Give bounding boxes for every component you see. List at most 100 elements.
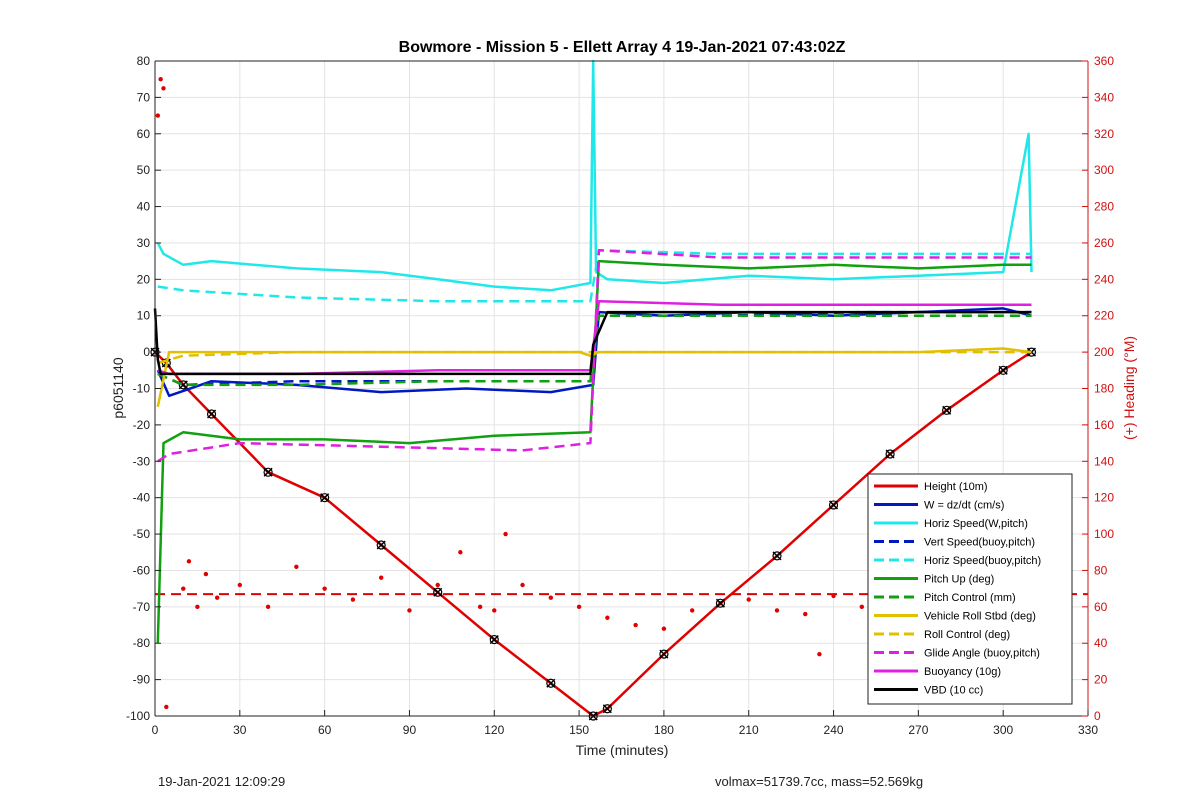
- heading-point: [774, 608, 780, 613]
- x-tick-label: 30: [233, 723, 247, 737]
- y-tick-label: -70: [133, 600, 151, 614]
- y-right-tick-label: 140: [1094, 454, 1114, 468]
- y-tick-label: -20: [133, 418, 151, 432]
- y-tick-label: -40: [133, 491, 151, 505]
- legend-entry: Height (10m): [924, 481, 988, 493]
- series-line-0: [154, 351, 1033, 718]
- y-tick-label: -50: [133, 527, 151, 541]
- series-line-2: [156, 59, 1033, 292]
- y-right-tick-label: 360: [1094, 54, 1114, 68]
- y-tick-label: 40: [137, 200, 151, 214]
- y-right-tick-label: 280: [1094, 200, 1114, 214]
- height-marker-ring: [178, 380, 188, 390]
- height-marker-ring: [942, 405, 952, 415]
- heading-point: [831, 593, 836, 599]
- x-tick-label: 270: [908, 723, 928, 737]
- series-line-8: [157, 350, 1032, 365]
- y-right-tick-label: 160: [1094, 418, 1114, 432]
- heading-point: [158, 76, 163, 82]
- height-marker-ring: [659, 649, 669, 659]
- legend-entry: W = dz/dt (cm/s): [924, 500, 1004, 512]
- y-right-tick-label: 20: [1094, 673, 1108, 687]
- heading-point: [186, 559, 192, 564]
- heading-point: [237, 582, 243, 588]
- y-right-tick-label: 120: [1094, 491, 1114, 505]
- y-right-tick-label: 340: [1094, 90, 1114, 104]
- x-tick-label: 330: [1078, 723, 1098, 737]
- y-tick-label: 70: [137, 90, 151, 104]
- y-axis-right-label: (+) Heading (°M): [1121, 336, 1137, 440]
- height-marker-ring: [433, 587, 443, 597]
- x-tick-label: 240: [824, 723, 844, 737]
- series-line-4: [157, 248, 1032, 303]
- x-tick-label: 180: [654, 723, 674, 737]
- heading-point: [322, 586, 327, 591]
- heading-point: [378, 575, 384, 580]
- y-tick-label: 0: [143, 345, 150, 359]
- heading-point: [503, 531, 508, 537]
- legend-entry: Roll Control (deg): [924, 629, 1010, 641]
- x-tick-label: 120: [484, 723, 504, 737]
- x-tick-label: 60: [318, 723, 332, 737]
- plot-area: 0 30 60 90 120 150 180 210 240 270 300 330807060504…: [126, 54, 1114, 737]
- heading-point: [633, 622, 638, 628]
- legend-box: [867, 473, 1073, 705]
- heading-point: [520, 582, 525, 588]
- y-tick-label: 20: [137, 272, 151, 286]
- footer-timestamp: 19-Jan-2021 12:09:29: [158, 774, 286, 789]
- footer-stats: volmax=51739.7cc, mass=52.569kg: [715, 774, 924, 789]
- x-axis-label: Time (minutes): [576, 742, 669, 758]
- y-right-tick-label: 180: [1094, 382, 1114, 396]
- heading-point: [181, 586, 186, 591]
- y-right-tick-label: 240: [1094, 272, 1114, 286]
- heading-point: [689, 608, 695, 613]
- y-tick-label: -30: [133, 454, 151, 468]
- heading-point: [548, 595, 554, 600]
- chart-title: Bowmore - Mission 5 - Ellett Array 4 19-…: [399, 39, 846, 56]
- series-line-7: [156, 347, 1032, 407]
- heading-point: [661, 626, 667, 631]
- y-tick-label: -60: [133, 563, 151, 577]
- legend-entry: Vert Speed(buoy,pitch): [924, 537, 1035, 549]
- heading-point: [407, 608, 412, 613]
- heading-point: [859, 604, 865, 610]
- y-tick-label: 30: [137, 236, 151, 250]
- legend-entry: Vehicle Roll Stbd (deg): [924, 611, 1036, 623]
- y-tick-label: -80: [133, 636, 151, 650]
- heading-point: [161, 86, 166, 91]
- legend-entry: Pitch Control (mm): [924, 592, 1016, 604]
- height-marker-ring: [376, 540, 386, 550]
- heading-point: [817, 651, 822, 657]
- y-tick-label: 10: [137, 309, 151, 323]
- y-axis-label: p6051140: [110, 357, 126, 418]
- x-tick-label: 0: [152, 723, 159, 737]
- legend-entry: VBD (10 cc): [924, 685, 983, 697]
- y-tick-label: -10: [133, 382, 151, 396]
- x-tick-label: 300: [993, 723, 1013, 737]
- y-tick-label: 60: [137, 127, 151, 141]
- height-marker-ring: [206, 409, 217, 419]
- y-right-tick-label: 260: [1094, 236, 1114, 250]
- heading-point: [155, 113, 161, 118]
- height-marker-ring: [998, 365, 1008, 375]
- height-marker-ring: [715, 598, 726, 608]
- heading-point: [477, 604, 483, 610]
- heading-point: [215, 595, 220, 600]
- y-right-tick-label: 60: [1094, 600, 1108, 614]
- y-right-tick-label: 40: [1094, 636, 1108, 650]
- x-tick-label: 210: [739, 723, 759, 737]
- heading-point: [294, 564, 299, 570]
- heading-point: [265, 604, 271, 610]
- heading-point: [746, 597, 751, 602]
- y-right-tick-label: 80: [1094, 563, 1108, 577]
- height-marker-ring: [885, 449, 895, 459]
- legend-entry: Glide Angle (buoy,pitch): [924, 648, 1040, 660]
- legend-entry: Horiz Speed(W,pitch): [924, 518, 1028, 530]
- heading-point: [203, 571, 209, 577]
- series-line-9: [157, 248, 1032, 463]
- y-right-tick-label: 0: [1094, 709, 1101, 723]
- heading-point: [605, 615, 610, 620]
- heading-point: [576, 604, 582, 610]
- y-right-tick-label: 220: [1094, 309, 1114, 323]
